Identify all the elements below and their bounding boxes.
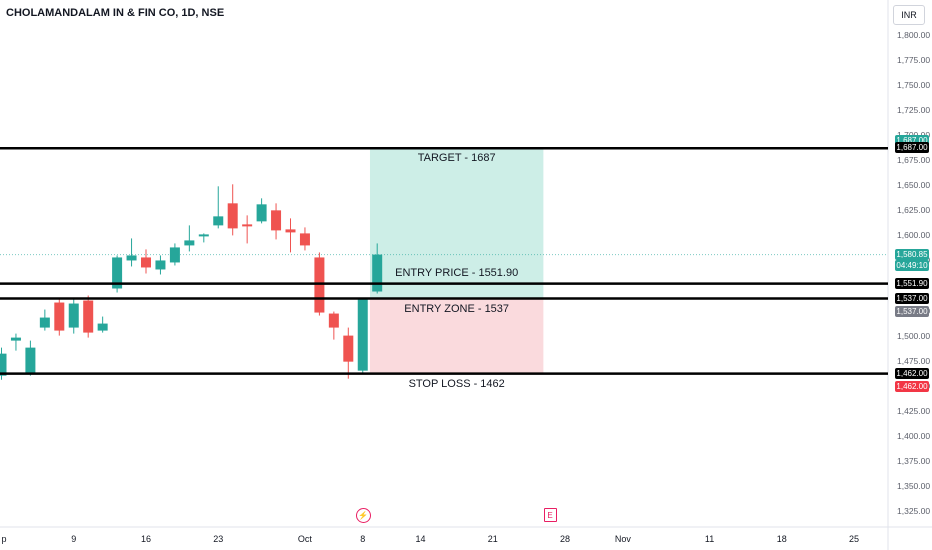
y-tick-label: 1,350.00 — [897, 480, 931, 491]
level-label: STOP LOSS - 1462 — [408, 377, 505, 390]
price-axis-tag: 1,687.00 — [895, 142, 929, 154]
candle-down — [328, 313, 339, 328]
candle-up — [97, 323, 108, 331]
candle-down — [299, 233, 310, 246]
candle-down — [83, 300, 94, 333]
y-tick-label: 1,725.00 — [897, 105, 931, 116]
price-axis-tag: 1,580.85 — [895, 248, 929, 260]
x-tick-label: 28 — [560, 534, 571, 544]
candle-up — [112, 257, 123, 289]
y-tick-label: 1,625.00 — [897, 205, 931, 216]
x-tick-label: 9 — [71, 534, 77, 544]
y-tick-label: 1,475.00 — [897, 355, 931, 366]
y-tick-label: 1,750.00 — [897, 80, 931, 91]
stop-zone — [369, 298, 544, 374]
candle-down — [285, 229, 296, 233]
y-tick-label: 1,700.00 — [897, 130, 930, 140]
y-tick-label: 1,775.00 — [897, 55, 931, 66]
y-tick-label: 1,500.00 — [897, 330, 931, 341]
y-tick-label: 1,650.00 — [897, 180, 931, 191]
x-tick-label: 21 — [487, 534, 498, 544]
y-tick-label: 1,675.00 — [897, 155, 931, 166]
candle-down — [54, 302, 65, 331]
price-axis-tag: 1,537.00 — [895, 305, 929, 317]
candle-up — [39, 317, 50, 328]
target-zone — [369, 148, 544, 299]
candle-up — [155, 260, 166, 270]
y-tick-label: 1,600.00 — [897, 230, 931, 241]
candle-up — [198, 234, 209, 237]
earnings-icon[interactable]: E — [543, 508, 557, 522]
price-axis-tag: 1,462.00 — [895, 367, 929, 379]
x-tick-label: p — [1, 534, 7, 544]
y-tick-label: 1,425.00 — [897, 405, 931, 416]
y-tick-label: 1,325.00 — [897, 505, 931, 516]
candle-down — [141, 257, 151, 268]
price-axis-tag: 1,462.00 — [895, 380, 929, 392]
price-axis-tag: 1,551.90 — [895, 277, 929, 289]
x-tick-label: 8 — [360, 534, 366, 544]
candle-up — [10, 337, 21, 341]
x-tick-label: 11 — [704, 534, 715, 544]
level-label: ENTRY ZONE - 1537 — [404, 302, 510, 315]
candle-down — [271, 210, 282, 231]
price-axis-tag: 1,687.00 — [895, 135, 929, 147]
currency-selector[interactable]: INR — [893, 5, 925, 25]
candle-up — [25, 347, 36, 374]
candle-up — [213, 216, 224, 226]
candle-up — [357, 299, 368, 371]
candle-down — [343, 335, 354, 362]
symbol-title: CHOLAMANDALAM IN & FIN CO, 1D, NSE — [6, 7, 225, 19]
candle-up — [68, 303, 79, 328]
candle-up — [256, 204, 267, 222]
candle-up — [184, 240, 195, 246]
candle-up — [169, 247, 180, 263]
y-tick-label: 1,400.00 — [897, 430, 931, 441]
candle-up — [372, 254, 383, 292]
dividend-flash-icon[interactable]: ⚡ — [355, 508, 371, 523]
x-tick-label: Nov — [614, 534, 631, 544]
x-tick-label: 18 — [776, 534, 787, 544]
x-tick-label: 25 — [849, 534, 860, 544]
candle-down — [314, 257, 325, 313]
x-tick-label: 23 — [213, 534, 224, 544]
price-axis-tag: 04:49:10 — [895, 259, 929, 271]
price-axis-tag: 1,537.00 — [895, 292, 929, 304]
x-tick-label: Oct — [297, 534, 312, 544]
candle-down — [242, 224, 253, 227]
y-tick-label: 1,800.00 — [897, 30, 931, 40]
level-label: TARGET - 1687 — [417, 152, 496, 165]
candle-down — [227, 203, 238, 229]
x-tick-label: 16 — [140, 534, 152, 544]
level-label: ENTRY PRICE - 1551.90 — [395, 266, 519, 279]
candle-up — [126, 255, 137, 261]
candle-up — [0, 353, 7, 376]
y-tick-label: 1,375.00 — [897, 455, 931, 466]
x-tick-label: 14 — [415, 534, 426, 544]
